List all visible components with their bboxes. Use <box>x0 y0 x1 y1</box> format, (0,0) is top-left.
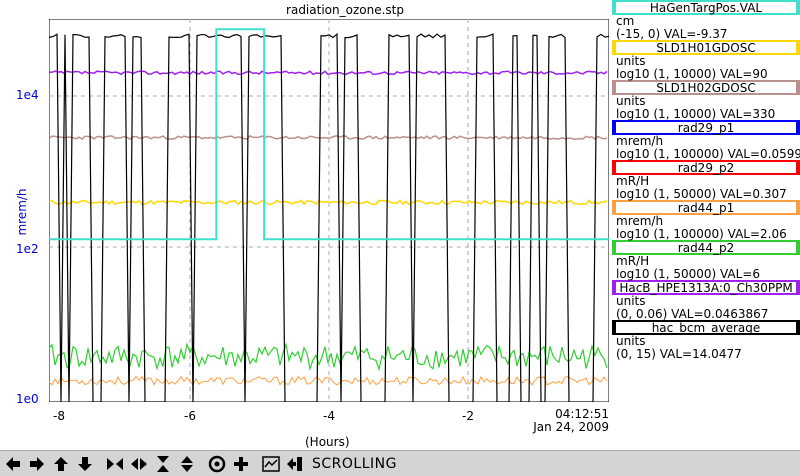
y-tick-1e0: 1e0 <box>16 392 39 406</box>
legend-unit-8: units <box>616 334 646 348</box>
legend-range-3: log10 (1, 100000) VAL=0.0599 <box>616 146 800 161</box>
legend-item-5[interactable]: rad44_p1 <box>612 200 800 215</box>
legend-range-2: log10 (1, 10000) VAL=330 <box>616 106 776 121</box>
arrow-right-icon[interactable] <box>26 453 48 475</box>
timestamp-time: 04:12:51 <box>555 407 609 421</box>
legend-item-3[interactable]: rad29_p1 <box>612 120 800 135</box>
compress-vertical-icon[interactable] <box>176 453 198 475</box>
legend-range-1: log10 (1, 10000) VAL=90 <box>616 66 768 81</box>
zoom-in-icon[interactable] <box>230 453 252 475</box>
legend-range-5: log10 (1, 100000) VAL=2.06 <box>616 226 787 241</box>
legend-unit-4: mR/H <box>616 174 650 188</box>
chart-title: radiation_ozone.stp <box>286 3 404 17</box>
legend-unit-6: mR/H <box>616 254 650 268</box>
zoom-out-icon[interactable] <box>206 453 228 475</box>
series-hac_bcm_average <box>49 32 609 402</box>
x-tick-minus2: -2 <box>462 409 474 423</box>
plot-area[interactable] <box>49 19 609 402</box>
legend-item-6[interactable]: rad44_p2 <box>612 240 800 255</box>
legend-unit-7: units <box>616 294 646 308</box>
timestamp-date: Jan 24, 2009 <box>533 420 609 434</box>
x-tick-minus4: -4 <box>323 409 335 423</box>
legend-range-7: (0, 0.06) VAL=0.0463867 <box>616 306 769 321</box>
legend-range-0: (-15, 0) VAL=-9.37 <box>616 26 728 41</box>
legend-item-2[interactable]: SLD1H02GDOSC <box>612 80 800 95</box>
legend-item-1[interactable]: SLD1H01GDOSC <box>612 40 800 55</box>
scrolling-status-label: SCROLLING <box>312 455 397 472</box>
legend-unit-3: mrem/h <box>616 134 664 148</box>
y-axis-label: mrem/h <box>15 188 29 236</box>
arrow-down-icon[interactable] <box>74 453 96 475</box>
legend-unit-1: units <box>616 54 646 68</box>
grid <box>49 19 609 402</box>
series-HacB_HPE1313A:0_Ch30PPM <box>49 70 608 76</box>
expand-vertical-icon[interactable] <box>152 453 174 475</box>
legend-range-8: (0, 15) VAL=14.0477 <box>616 346 742 361</box>
export-icon[interactable] <box>284 453 306 475</box>
toolbar: SCROLLING <box>0 450 800 476</box>
legend-range-6: log10 (1, 50000) VAL=6 <box>616 266 761 281</box>
timestamp: 04:12:51 Jan 24, 2009 <box>533 408 609 434</box>
x-tick-minus8: -8 <box>53 409 65 423</box>
compress-horizontal-icon[interactable] <box>128 453 150 475</box>
legend-unit-0: cm <box>616 14 635 28</box>
series-rad44_p1 <box>49 375 608 386</box>
legend-range-4: log10 (1, 50000) VAL=0.307 <box>616 186 787 201</box>
legend-item-0[interactable]: HaGenTargPos.VAL <box>612 0 800 15</box>
arrow-up-icon[interactable] <box>50 453 72 475</box>
legend-unit-2: units <box>616 94 646 108</box>
y-tick-1e2: 1e2 <box>16 242 39 256</box>
expand-horizontal-icon[interactable] <box>104 453 126 475</box>
autoscale-icon[interactable] <box>260 453 282 475</box>
arrow-left-icon[interactable] <box>2 453 24 475</box>
legend-item-4[interactable]: rad29_p2 <box>612 160 800 175</box>
series-SLD1H01GDOSC <box>49 199 608 206</box>
legend: HaGenTargPos.VAL cm (-15, 0) VAL=-9.37 SLD1… <box>612 0 800 360</box>
series-HaGenTargPos <box>49 28 609 241</box>
legend-item-8[interactable]: hac_bcm_average <box>612 320 800 335</box>
legend-unit-5: mrem/h <box>616 214 664 228</box>
x-axis-unit-label: (Hours) <box>305 435 350 449</box>
y-tick-1e4: 1e4 <box>16 88 39 102</box>
x-tick-minus6: -6 <box>184 409 196 423</box>
legend-item-7[interactable]: HacB_HPE1313A:0_Ch30PPM <box>612 280 800 295</box>
series-rad44_p2 <box>49 342 608 372</box>
